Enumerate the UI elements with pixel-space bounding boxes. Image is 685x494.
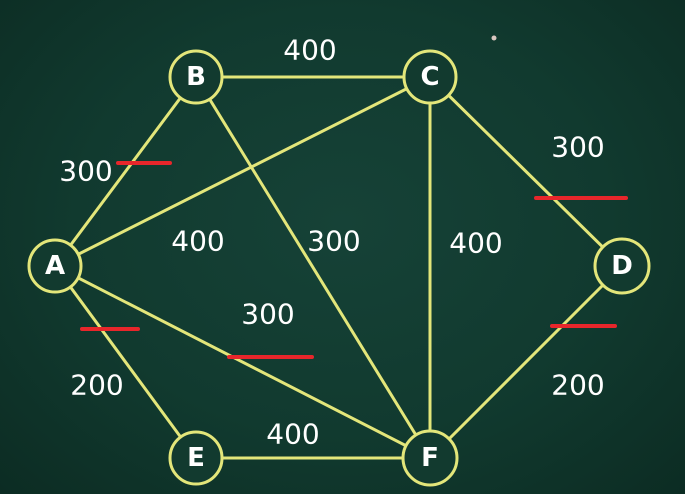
weights: 400 300 300 400 300 400 300 200 200 400	[59, 34, 604, 451]
node-b-circle	[168, 49, 224, 105]
weight-c-f: 400	[449, 227, 502, 260]
edge-a-b	[53, 75, 198, 268]
weight-b-f: 300	[307, 225, 360, 258]
edge-a-f	[53, 264, 432, 460]
weight-b-c: 400	[283, 34, 336, 67]
node-a: A	[27, 238, 83, 294]
weight-c-d: 300	[551, 131, 604, 164]
node-b-label: B	[186, 62, 206, 92]
edge-c-d	[428, 75, 624, 268]
weight-a-c: 400	[171, 225, 224, 258]
node-f-circle	[401, 429, 459, 487]
node-f: F	[401, 429, 459, 487]
node-e-circle	[168, 430, 224, 486]
node-e: E	[168, 430, 224, 486]
node-b: B	[168, 49, 224, 105]
node-c-circle	[402, 49, 458, 105]
edge-d-f	[428, 264, 624, 460]
node-f-label: F	[421, 443, 439, 473]
weight-d-f: 200	[551, 369, 604, 402]
weight-a-b: 300	[59, 155, 112, 188]
node-a-label: A	[45, 251, 65, 281]
edge-b-f	[194, 75, 432, 460]
cut-marks	[80, 161, 628, 359]
edge-a-e	[53, 264, 198, 460]
node-a-circle	[27, 238, 83, 294]
pointer-dot	[491, 35, 497, 41]
edge-a-c	[53, 75, 432, 268]
weight-a-f: 300	[241, 298, 294, 331]
weight-e-f: 400	[266, 418, 319, 451]
edges	[53, 75, 624, 460]
weight-a-e: 200	[70, 369, 123, 402]
node-c: C	[402, 49, 458, 105]
node-d-circle	[593, 237, 651, 295]
node-d-label: D	[611, 251, 633, 281]
node-d: D	[593, 237, 651, 295]
node-e-label: E	[187, 443, 205, 473]
node-c-label: C	[420, 62, 439, 92]
